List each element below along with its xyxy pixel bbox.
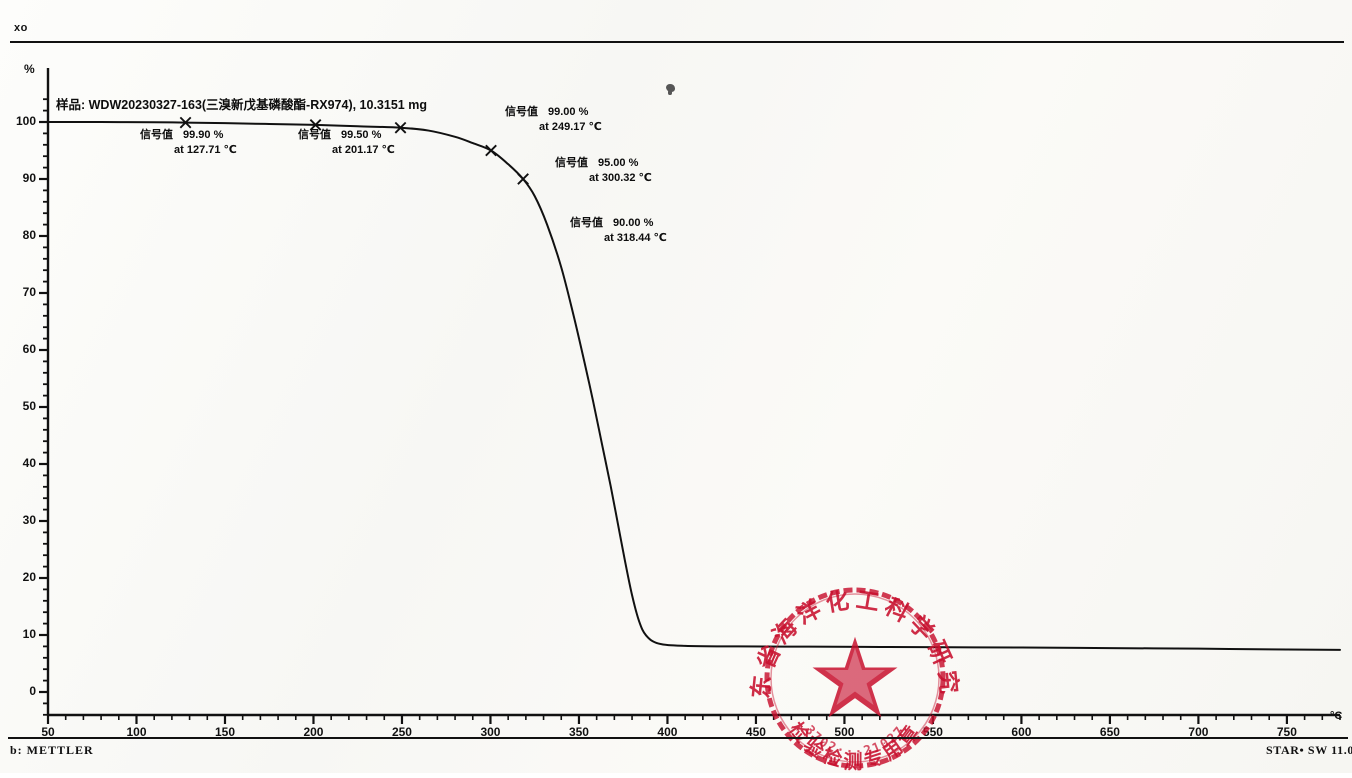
curve-marker	[394, 121, 407, 134]
x-tick-label: 250	[391, 725, 412, 739]
annotation-value: 95.00 %	[598, 157, 639, 169]
x-axis-unit: °C	[1330, 710, 1343, 722]
x-tick-label: 350	[568, 725, 589, 739]
footer-software: STAR• SW 11.0	[1266, 743, 1352, 757]
signal-99-90: 信号值 99.90 % at 127.71 ℃	[140, 128, 237, 158]
annotation-label: 信号值	[505, 106, 538, 118]
x-tick-label: 750	[1276, 725, 1297, 739]
y-tick-label: 90	[22, 171, 36, 185]
bottom-rule	[8, 737, 1348, 739]
x-tick-label: 300	[480, 725, 501, 739]
x-tick-label: 150	[214, 725, 235, 739]
annotation-value: 99.90 %	[183, 129, 224, 141]
annotation-label: 信号值	[570, 217, 603, 229]
y-tick-label: 100	[15, 114, 36, 128]
annotation-temperature: at 201.17 ℃	[332, 144, 395, 156]
curve-marker	[485, 144, 497, 157]
curve-marker	[309, 118, 322, 131]
x-tick-label: 700	[1188, 725, 1209, 739]
y-tick-label: 50	[22, 399, 36, 413]
signal-95-00: 信号值 95.00 % at 300.32 ℃	[555, 156, 652, 186]
annotation-temperature: at 300.32 ℃	[589, 172, 652, 184]
annotation-value: 90.00 %	[613, 217, 654, 229]
y-tick-label: 10	[22, 627, 36, 641]
x-tick-label: 650	[1099, 725, 1120, 739]
y-tick-label: 70	[22, 285, 36, 299]
annotation-value: 99.00 %	[548, 106, 589, 118]
y-axis-unit: %	[24, 62, 35, 76]
curve-marker	[517, 173, 529, 185]
y-tick-label: 60	[22, 342, 36, 356]
y-tick-label: 40	[22, 456, 36, 470]
y-tick-label: 20	[22, 570, 36, 584]
top-rule	[10, 41, 1344, 43]
footer-instrument: b: METTLER	[10, 743, 94, 757]
x-tick-label: 200	[303, 725, 324, 739]
corner-mark: xo	[14, 22, 28, 34]
annotation-temperature: at 318.44 ℃	[604, 232, 667, 244]
sample-label: 样品: WDW20230327-163(三溴新戊基磷酸酯-RX974), 10.…	[56, 98, 427, 112]
curve-marker	[179, 116, 192, 129]
x-tick-label: 450	[745, 725, 766, 739]
x-tick-label: 400	[657, 725, 678, 739]
signal-90-00: 信号值 90.00 % at 318.44 ℃	[570, 216, 667, 246]
signal-99-00: 信号值 99.00 % at 249.17 ℃	[505, 105, 602, 135]
scan-artifact	[666, 84, 675, 95]
annotation-temperature: at 127.71 ℃	[174, 144, 237, 156]
x-tick-label: 50	[41, 725, 55, 739]
annotation-label: 信号值	[298, 129, 331, 141]
annotation-label: 信号值	[555, 157, 588, 169]
y-tick-label: 80	[22, 228, 36, 242]
annotation-label: 信号值	[140, 129, 173, 141]
y-tick-label: 0	[29, 684, 36, 698]
x-tick-label: 600	[1011, 725, 1032, 739]
x-tick-label: 100	[126, 725, 147, 739]
signal-99-50: 信号值 99.50 % at 201.17 ℃	[298, 128, 395, 158]
annotation-temperature: at 249.17 ℃	[539, 121, 602, 133]
annotation-value: 99.50 %	[341, 129, 382, 141]
y-tick-label: 30	[22, 513, 36, 527]
